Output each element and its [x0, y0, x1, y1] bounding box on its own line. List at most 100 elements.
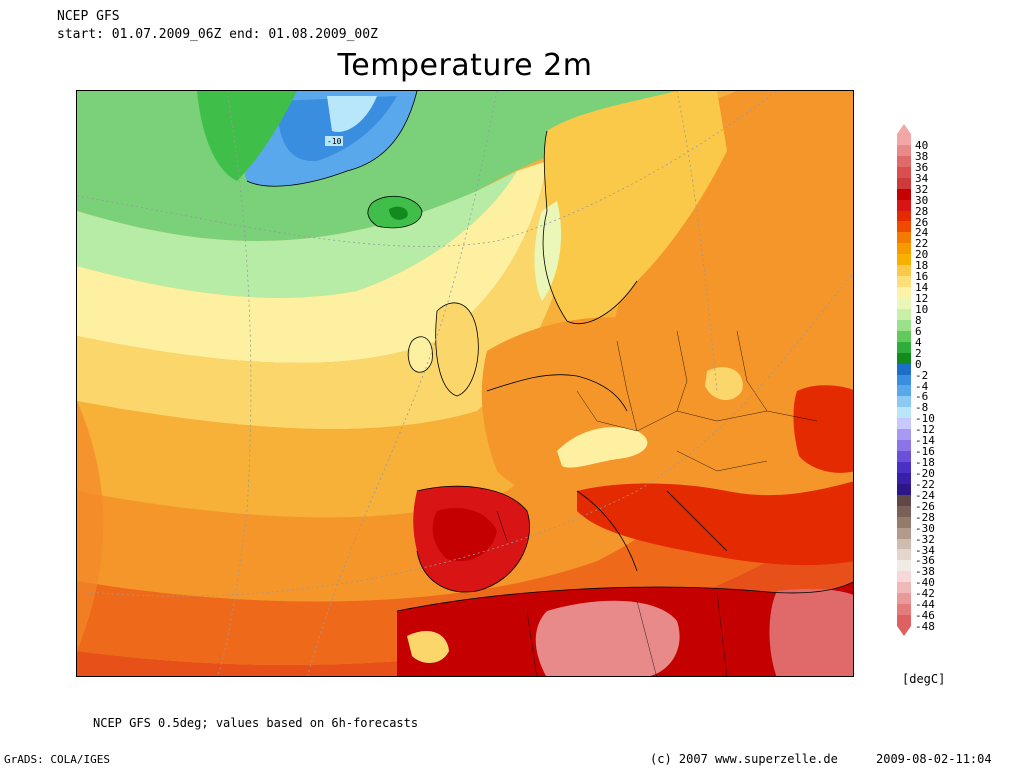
colorbar-tick-label: 26: [915, 215, 929, 229]
colorbar-segment: [897, 319, 911, 332]
colorbar-tick-label: 18: [915, 259, 929, 273]
colorbar-tick-label: 32: [915, 182, 929, 196]
colorbar-tick-label: -24: [915, 488, 935, 502]
colorbar-segment: [897, 385, 911, 397]
colorbar-segment: [897, 451, 911, 463]
forecast-range: start: 01.07.2009_06Z end: 01.08.2009_00…: [57, 27, 378, 42]
contour-label: -10: [327, 137, 342, 146]
colorbar-segment: [897, 210, 911, 222]
colorbar-tick-label: -38: [915, 565, 935, 579]
colorbar-segment: [897, 571, 911, 583]
colorbar-segment: [897, 374, 911, 386]
colorbar-tick-label: -48: [915, 620, 935, 634]
colorbar-tick-label: 0: [915, 357, 922, 371]
colorbar-tick-label: -44: [915, 598, 935, 612]
colorbar-tick-label: 14: [915, 281, 929, 295]
colorbar-tick-label: -36: [915, 554, 935, 568]
colorbar-tick-label: 24: [915, 226, 929, 240]
colorbar-tick-label: 20: [915, 248, 929, 262]
colorbar-tick-label: 30: [915, 193, 929, 207]
colorbar-segment: [897, 505, 911, 518]
colorbar-segment: [897, 265, 911, 277]
colorbar-top-arrow: [897, 124, 911, 134]
colorbar-bottom-arrow: [897, 626, 911, 636]
timestamp: 2009-08-02-11:04: [876, 752, 992, 766]
colorbar-tick-label: 6: [915, 324, 922, 338]
colorbar-tick-label: -46: [915, 609, 935, 623]
colorbar-tick-label: -40: [915, 576, 935, 590]
data-note: NCEP GFS 0.5deg; values based on 6h-fore…: [93, 716, 419, 730]
colorbar-segment: [897, 243, 911, 255]
colorbar-segment: [897, 429, 911, 441]
colorbar-segment: [897, 232, 911, 244]
colorbar-tick-label: -4: [915, 379, 929, 393]
colorbar-segment: [897, 538, 911, 550]
colorbar-segment: [897, 462, 911, 474]
colorbar-segment: [897, 516, 911, 529]
colorbar-tick-label: 4: [915, 335, 922, 349]
colorbar-segment: [897, 308, 911, 321]
band-lightgreen: [77, 171, 517, 298]
colorbar-tick-label: -28: [915, 510, 935, 524]
colorbar-segment: [897, 134, 911, 146]
colorbar-segment: [897, 276, 911, 288]
colorbar-segment: [897, 418, 911, 430]
colorbar-tick-label: -18: [915, 456, 935, 470]
colorbar-segment: [897, 604, 911, 616]
colorbar-segment: [897, 352, 911, 365]
colorbar-tick-label: -6: [915, 390, 929, 404]
colorbar-segment: [897, 177, 911, 190]
colorbar-segment: [897, 166, 911, 179]
colorbar-segment: [897, 298, 911, 310]
colorbar-tick-label: 36: [915, 160, 929, 174]
unit-label: [degC]: [902, 672, 946, 686]
colorbar-tick-label: 10: [915, 303, 929, 316]
map-title: Temperature 2m: [337, 48, 593, 83]
colorbar-segment: [897, 341, 911, 354]
colorbar-tick-label: -22: [915, 477, 935, 491]
colorbar-segment: [897, 593, 911, 605]
colorbar-tick-label: 2: [915, 346, 922, 360]
colorbar-tick-label: 8: [915, 313, 922, 327]
colorbar: [897, 134, 911, 627]
colorbar-segment: [897, 549, 911, 561]
colorbar-tick-label: -42: [915, 587, 935, 601]
colorbar-tick-label: 28: [915, 204, 929, 218]
scandinavia: [543, 91, 727, 324]
colorbar-tick-label: -10: [915, 412, 935, 426]
colorbar-segment: [897, 483, 911, 496]
colorbar-segment: [897, 155, 911, 168]
colorbar-tick-label: -12: [915, 423, 935, 437]
colorbar-segment: [897, 254, 911, 266]
colorbar-tick-label: -8: [915, 401, 929, 415]
colorbar-tick-label: -32: [915, 532, 935, 546]
colorbar-tick-label: 34: [915, 171, 929, 185]
central-europe: [481, 317, 853, 540]
colorbar-tick-label: 12: [915, 292, 929, 306]
colorbar-tick-label: -20: [915, 467, 935, 480]
band-paleyellow: [77, 161, 547, 363]
british-isles: [435, 302, 479, 396]
colorbar-segment: [897, 363, 911, 376]
colorbar-segment: [897, 440, 911, 452]
alps: [557, 427, 648, 468]
colorbar-segment: [897, 560, 911, 572]
colorbar-tick-label: -26: [915, 499, 935, 513]
colorbar-tick-label: 16: [915, 270, 929, 284]
colorbar-tick-label: 22: [915, 237, 929, 251]
colorbar-tick-label: 38: [915, 149, 929, 163]
colorbar-segment: [897, 221, 911, 233]
colorbar-segment: [897, 396, 911, 408]
mediterranean-hot: [577, 481, 853, 566]
grads-credit: GrADS: COLA/IGES: [4, 753, 110, 766]
colorbar-segment: [897, 582, 911, 594]
colorbar-segment: [897, 494, 911, 507]
band-redorange: [77, 343, 853, 665]
colorbar-segment: [897, 188, 911, 201]
colorbar-tick-label: -34: [915, 543, 935, 557]
colorbar-segment: [897, 527, 911, 540]
colorbar-segment: [897, 615, 911, 627]
colorbar-tick-label: -14: [915, 434, 935, 448]
colorbar-segment: [897, 287, 911, 299]
colorbar-segment: [897, 199, 911, 212]
